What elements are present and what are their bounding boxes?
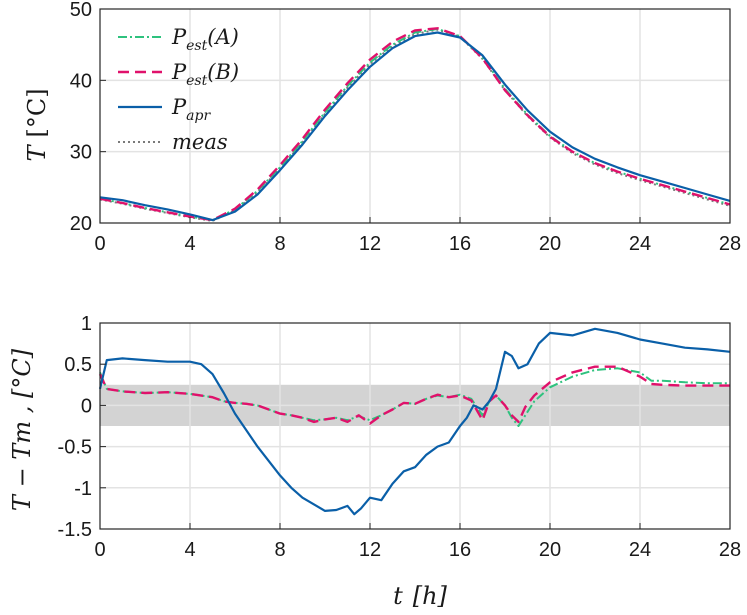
deviation-ylabel: T − Tm , [°C] (8, 348, 36, 511)
deviation-xtick-label: 0 (94, 539, 105, 561)
deviation-series-pest-a (99, 367, 730, 427)
temperature-panel: 0 4 8 12 16 20 24 28 20 30 40 50 Pest(A) Pest(B) Papr… (23, 0, 741, 255)
temperature-series (99, 27, 731, 222)
deviation-series-pest-b (98, 365, 730, 425)
temperature-ylabel: T [°C] (23, 88, 51, 161)
temperature-axes-box (99, 8, 731, 224)
deviation-xtick-label: 28 (719, 539, 741, 561)
temperature-ytick-label: 50 (70, 0, 92, 21)
deviation-axes-box (99, 322, 731, 530)
deviation-series-papr (98, 327, 731, 516)
legend-label-papr: Papr (171, 95, 211, 124)
deviation-ytick-label: -0.5 (58, 437, 92, 459)
deviation-ytick-label: -1 (74, 478, 92, 500)
deviation-xtick-label: 16 (449, 539, 471, 561)
temperature-xtick-label: 0 (94, 233, 105, 255)
deviation-panel: 0 4 8 12 16 20 24 28 -1.5 -1 -0.5 0 0.5 1 T − Tm , [°… (8, 313, 741, 610)
temperature-xtick-label: 16 (449, 233, 471, 255)
deviation-xtick-label: 8 (274, 539, 285, 561)
deviation-series (98, 327, 731, 516)
temperature-ytick-label: 30 (70, 142, 92, 164)
temperature-ytick-label: 40 (70, 70, 92, 92)
deviation-xtick-label: 24 (629, 539, 651, 561)
deviation-xlabel: t [h] (393, 582, 447, 610)
temperature-ytick-label: 20 (70, 213, 92, 235)
deviation-xtick-label: 12 (359, 539, 381, 561)
temperature-ylabel-unit: [°C] (23, 88, 51, 137)
temperature-xtick-label: 20 (539, 233, 561, 255)
temperature-series-papr (99, 31, 731, 222)
temperature-xtick-label: 24 (629, 233, 651, 255)
legend-label-pest-b: Pest(B) (171, 60, 239, 89)
legend-label-pest-a: Pest(A) (171, 25, 239, 54)
deviation-xlabel-symbol: t (393, 582, 403, 610)
temperature-xtick-label: 12 (359, 233, 381, 255)
deviation-xtick-label: 20 (539, 539, 561, 561)
deviation-ytick-label: 0 (81, 395, 92, 417)
temperature-legend: Pest(A) Pest(B) Papr meas (118, 25, 239, 154)
deviation-xtick-label: 4 (184, 539, 195, 561)
deviation-ytick-label: -1.5 (58, 519, 92, 541)
temperature-ticks: 0 4 8 12 16 20 24 28 20 30 40 50 (70, 0, 741, 255)
temperature-xtick-label: 4 (184, 233, 195, 255)
temperature-xtick-label: 28 (719, 233, 741, 255)
deviation-ytick-label: 1 (81, 313, 92, 335)
temperature-xtick-label: 8 (274, 233, 285, 255)
temperature-ylabel-symbol: T (23, 144, 51, 162)
legend-label-meas: meas (172, 130, 228, 154)
temperature-grid (100, 9, 730, 223)
deviation-ticks: 0 4 8 12 16 20 24 28 -1.5 -1 -0.5 0 0.5 1 (58, 313, 742, 561)
deviation-xlabel-unit: [h] (413, 582, 448, 610)
deviation-ytick-label: 0.5 (64, 354, 92, 376)
temperature-plot-area (100, 9, 730, 223)
deviation-grid (100, 323, 730, 529)
